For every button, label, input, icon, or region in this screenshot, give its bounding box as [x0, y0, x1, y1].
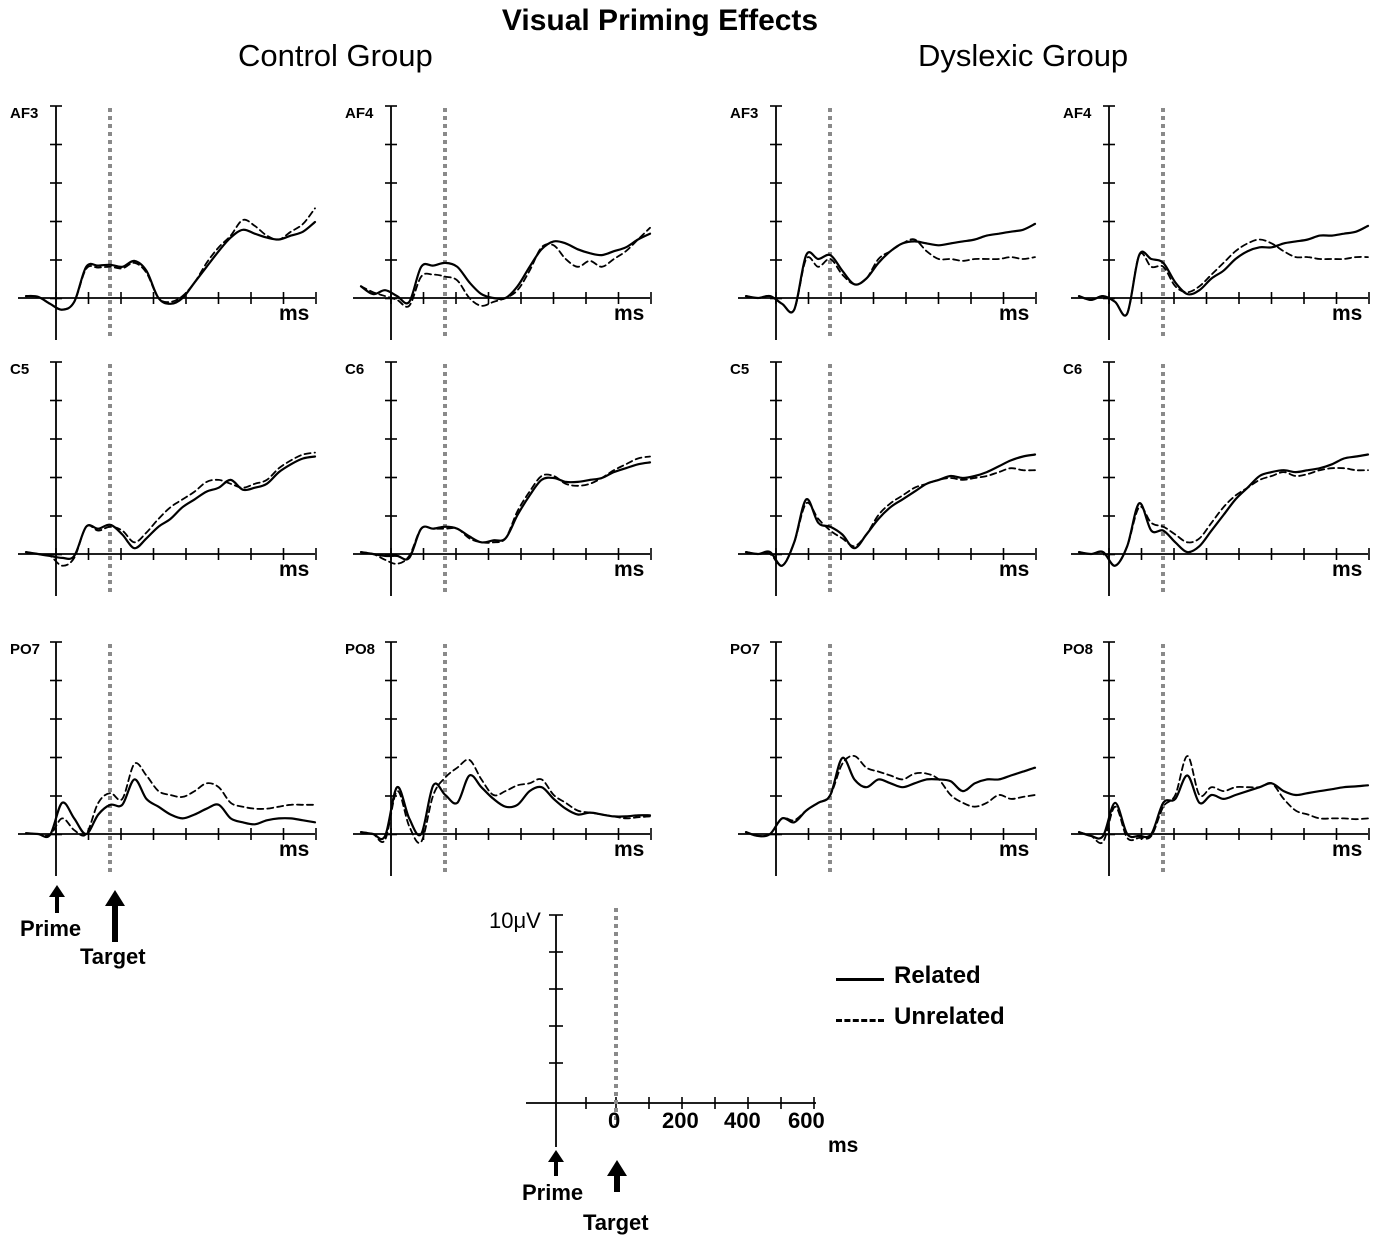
channel-label: C5: [10, 361, 29, 378]
erp-panel-control-af3: AF3 ms: [10, 105, 317, 340]
scale-prime-label: Prime: [522, 1180, 584, 1205]
scale-x-tick-label: 0: [608, 1108, 621, 1133]
erp-panel-dyslexic-c6: C6 ms: [1063, 361, 1370, 596]
unrelated-trace: [745, 467, 1036, 567]
channel-label: PO8: [345, 641, 375, 658]
erp-panel-dyslexic-af3: AF3 ms: [730, 105, 1037, 340]
scale-x-tick-label: 400: [724, 1108, 761, 1133]
x-unit-label: ms: [1332, 838, 1362, 861]
related-trace: [1077, 224, 1370, 317]
unrelated-trace: [25, 207, 316, 311]
scale-target-arrow-icon: [607, 1160, 627, 1192]
unrelated-trace: [1078, 755, 1369, 845]
unrelated-trace: [1078, 467, 1369, 567]
unrelated-trace: [745, 754, 1036, 838]
erp-panel-dyslexic-af4: AF4 ms: [1063, 105, 1370, 340]
scale-prime-arrow-icon: [548, 1150, 564, 1176]
channel-label: C5: [730, 361, 749, 378]
x-unit-label: ms: [1332, 302, 1362, 325]
target-arrow-icon: [105, 890, 125, 942]
unrelated-trace: [360, 758, 651, 844]
erp-panel-dyslexic-po8: PO8 ms: [1063, 641, 1370, 876]
scale-x-tick-label: 200: [662, 1108, 699, 1133]
x-unit-label: ms: [614, 838, 644, 861]
related-trace: [24, 778, 317, 839]
scale-target-label: Target: [583, 1210, 649, 1235]
related-trace: [744, 756, 1037, 838]
x-unit-label: ms: [279, 838, 309, 861]
x-unit-label: ms: [614, 558, 644, 581]
related-trace: [359, 232, 652, 305]
channel-label: AF4: [345, 105, 374, 122]
unrelated-trace: [1078, 238, 1369, 317]
related-trace: [1077, 453, 1370, 567]
related-trace: [24, 455, 317, 560]
erp-panel-dyslexic-c5: C5 ms: [730, 361, 1037, 596]
channel-label: PO7: [10, 641, 40, 658]
scale-x-tick-label: 600: [788, 1108, 825, 1133]
channel-label: C6: [1063, 361, 1082, 378]
x-unit-label: ms: [999, 838, 1029, 861]
scale-x-unit: ms: [828, 1134, 859, 1157]
unrelated-trace: [360, 226, 651, 308]
erp-panel-control-po7: PO7 ms: [10, 641, 317, 876]
related-trace: [1077, 774, 1370, 840]
prime-arrow-icon: [49, 885, 65, 913]
dyslexic-group-title: Dyslexic Group: [918, 38, 1129, 73]
channel-label: PO8: [1063, 641, 1093, 658]
erp-panel-control-c6: C6 ms: [345, 361, 652, 596]
channel-label: C6: [345, 361, 364, 378]
x-unit-label: ms: [279, 558, 309, 581]
channel-label: AF3: [10, 105, 38, 122]
solid-line-icon: [836, 978, 884, 981]
scale-y-label: 10μV: [489, 908, 541, 933]
related-trace: [744, 453, 1037, 567]
unrelated-trace: [360, 455, 651, 565]
related-trace: [24, 220, 317, 311]
channel-label: AF4: [1063, 105, 1092, 122]
control-group-title: Control Group: [238, 38, 433, 73]
unrelated-trace: [25, 451, 316, 567]
erp-panel-control-c5: C5 ms: [10, 361, 317, 596]
legend-label: Related: [894, 962, 981, 989]
onset-arrows: [49, 885, 125, 942]
legend-label: Unrelated: [894, 1003, 1005, 1030]
x-unit-label: ms: [1332, 558, 1362, 581]
unrelated-trace: [25, 762, 316, 837]
channel-label: AF3: [730, 105, 758, 122]
erp-panel-control-af4: AF4 ms: [345, 105, 652, 340]
dashed-line-icon: [836, 1019, 884, 1022]
scale-bar: [526, 908, 816, 1192]
erp-panel-control-po8: PO8 ms: [345, 641, 652, 876]
x-unit-label: ms: [614, 302, 644, 325]
prime-label: Prime: [20, 916, 82, 941]
figure-title: Visual Priming Effects: [501, 4, 819, 37]
erp-panel-dyslexic-po7: PO7 ms: [730, 641, 1037, 876]
target-label: Target: [80, 944, 146, 969]
related-trace: [744, 222, 1037, 314]
x-unit-label: ms: [279, 302, 309, 325]
unrelated-trace: [745, 238, 1036, 314]
x-unit-label: ms: [999, 558, 1029, 581]
related-trace: [359, 774, 652, 841]
channel-label: PO7: [730, 641, 760, 658]
x-unit-label: ms: [999, 302, 1029, 325]
related-trace: [359, 461, 652, 561]
